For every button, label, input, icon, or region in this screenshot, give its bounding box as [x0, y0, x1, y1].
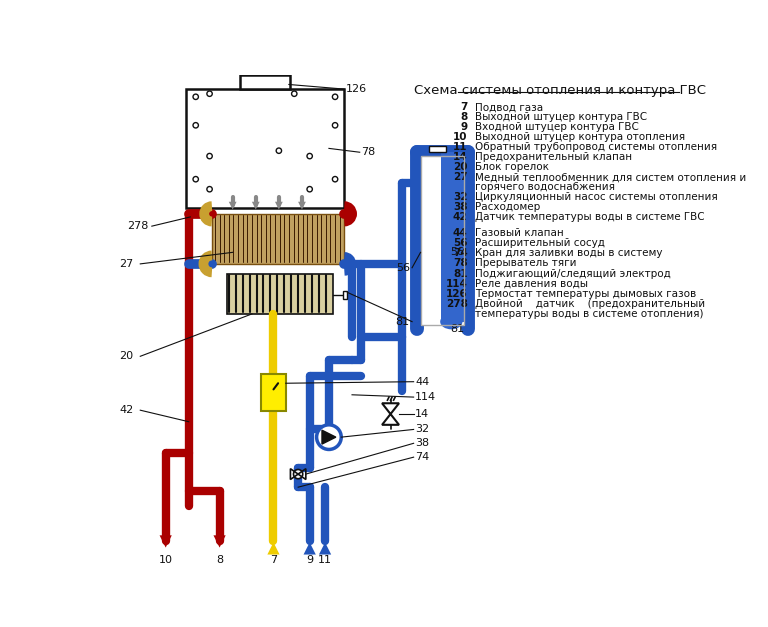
- Text: 56: 56: [453, 238, 468, 248]
- Ellipse shape: [440, 314, 462, 329]
- Text: Выходной штуцер контура ГВС: Выходной штуцер контура ГВС: [475, 112, 647, 122]
- Text: 42: 42: [120, 405, 134, 415]
- Bar: [442, 152, 464, 322]
- Text: Расширительный сосуд: Расширительный сосуд: [475, 238, 605, 248]
- Text: горячего водоснабжения: горячего водоснабжения: [475, 182, 615, 192]
- Text: температуры воды в системе отопления): температуры воды в системе отопления): [475, 308, 703, 319]
- Circle shape: [193, 94, 198, 100]
- Text: 8: 8: [460, 112, 468, 122]
- Text: 11: 11: [453, 142, 468, 152]
- Text: 78: 78: [361, 147, 376, 157]
- Text: 114: 114: [445, 278, 468, 288]
- Text: Выходной штуцер контура отопления: Выходной штуцер контура отопления: [475, 132, 685, 142]
- Text: Термостат температуры дымовых газов: Термостат температуры дымовых газов: [475, 288, 697, 298]
- Text: Кран для заливки воды в систему: Кран для заливки воды в систему: [475, 248, 663, 258]
- Text: 7: 7: [270, 555, 277, 565]
- Text: 278: 278: [127, 221, 148, 231]
- Text: 20: 20: [120, 351, 134, 361]
- Text: Циркуляционный насос системы отопления: Циркуляционный насос системы отопления: [475, 192, 718, 203]
- Text: Двойной    датчик    (предохранительный: Двойной датчик (предохранительный: [475, 298, 705, 308]
- Bar: [343, 291, 347, 298]
- Text: Поджигающий/следящий электрод: Поджигающий/следящий электрод: [475, 268, 671, 278]
- Circle shape: [293, 470, 303, 479]
- Text: 81: 81: [396, 317, 410, 327]
- Text: 27: 27: [120, 259, 134, 269]
- Text: Схема системы отопления и контура ГВС: Схема системы отопления и контура ГВС: [414, 85, 706, 97]
- Bar: [212, 214, 344, 264]
- Text: 74: 74: [453, 248, 468, 258]
- Circle shape: [276, 148, 282, 154]
- Text: 20: 20: [453, 162, 468, 172]
- Circle shape: [292, 91, 297, 97]
- Circle shape: [333, 176, 338, 182]
- Text: 114: 114: [415, 392, 436, 402]
- Text: 56: 56: [396, 263, 410, 273]
- Bar: [187, 89, 344, 208]
- Text: 44: 44: [453, 228, 468, 238]
- Text: Прерыватель тяги: Прерыватель тяги: [475, 258, 577, 268]
- Circle shape: [193, 176, 198, 182]
- Text: Датчик температуры воды в системе ГВС: Датчик температуры воды в системе ГВС: [475, 213, 705, 223]
- Circle shape: [193, 123, 198, 128]
- Text: 10: 10: [159, 555, 173, 565]
- Circle shape: [207, 154, 212, 159]
- Text: Медный теплообменник для систем отопления и: Медный теплообменник для систем отоплени…: [475, 172, 746, 182]
- Text: 32: 32: [453, 192, 468, 203]
- Text: Расходомер: Расходомер: [475, 203, 541, 213]
- Bar: [227, 274, 333, 314]
- Bar: [240, 75, 290, 89]
- Text: Входной штуцер контура ГВС: Входной штуцер контура ГВС: [475, 122, 639, 132]
- Text: Обратный трубопровод системы отопления: Обратный трубопровод системы отопления: [475, 142, 717, 152]
- Circle shape: [307, 154, 313, 159]
- Text: Газовый клапан: Газовый клапан: [475, 228, 564, 238]
- Text: 14: 14: [415, 409, 429, 419]
- Circle shape: [307, 186, 313, 192]
- Text: 56: 56: [450, 247, 464, 257]
- Bar: [429, 146, 446, 152]
- Text: 9: 9: [460, 122, 468, 132]
- Text: 32: 32: [415, 424, 429, 435]
- Text: 7: 7: [460, 102, 468, 112]
- Text: 9: 9: [306, 555, 313, 565]
- Circle shape: [333, 123, 338, 128]
- Text: 126: 126: [346, 84, 367, 94]
- Text: 278: 278: [445, 298, 468, 308]
- Text: 11: 11: [318, 555, 332, 565]
- Text: Подвод газа: Подвод газа: [475, 102, 543, 112]
- Text: Реле давления воды: Реле давления воды: [475, 278, 588, 288]
- Bar: [421, 156, 465, 325]
- Text: 74: 74: [415, 452, 429, 462]
- Circle shape: [316, 425, 341, 450]
- Circle shape: [207, 91, 212, 97]
- Circle shape: [333, 94, 338, 100]
- Bar: [421, 156, 465, 325]
- Text: 14: 14: [453, 152, 468, 162]
- Text: Предохранительный клапан: Предохранительный клапан: [475, 152, 632, 162]
- Text: 42: 42: [453, 213, 468, 223]
- Text: 10: 10: [453, 132, 468, 142]
- Text: 126: 126: [445, 288, 468, 298]
- Text: 38: 38: [453, 203, 468, 213]
- Text: 81: 81: [453, 268, 468, 278]
- Text: 27: 27: [453, 172, 468, 182]
- Text: 78: 78: [453, 258, 468, 268]
- Text: 44: 44: [415, 377, 429, 387]
- Circle shape: [207, 186, 212, 192]
- Text: Блок горелок: Блок горелок: [475, 162, 549, 172]
- Bar: [261, 374, 286, 411]
- Text: 8: 8: [216, 555, 223, 565]
- Text: 81: 81: [450, 324, 464, 334]
- Text: 38: 38: [415, 438, 429, 448]
- Polygon shape: [322, 430, 336, 444]
